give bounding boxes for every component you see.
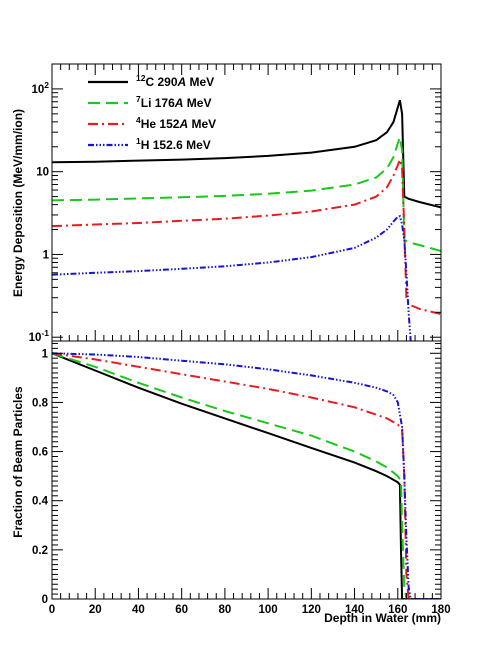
fraction-curve-7li-176a-mev	[52, 352, 441, 599]
energy-curve-12c-290a-mev	[52, 99, 441, 209]
beam-fraction-y-axis-title: Fraction of Beam Particles	[11, 386, 25, 538]
top-y-tick-label: 1	[43, 249, 50, 261]
x-tick-label: 80	[218, 604, 231, 616]
bottom-y-tick-label: 0.2	[32, 545, 48, 557]
x-tick-label: 0	[49, 604, 55, 616]
energy-curve-4he-152a-mev	[52, 156, 441, 316]
energy-curve-1h-152-6-mev	[52, 214, 412, 341]
legend-entry-12c-290a-mev: 12C 290A MeV	[136, 73, 214, 89]
x-tick-label: 120	[302, 604, 321, 616]
beam-fraction-panel: 0 0.2 0.4 0.6 0.8 1 0 20 40 60 80 100 120 140 160 180 F…	[11, 340, 451, 625]
energy-deposition-panel: 10-1 1 10 102 Energy Deposition (MeV/mm/ion…	[11, 63, 442, 344]
x-tick-label: 20	[89, 604, 102, 616]
energy-deposition-y-axis-title: Energy Deposition (MeV/mm/ion)	[11, 109, 25, 297]
top-y-tick-label: 10	[36, 167, 49, 179]
bottom-y-tick-label: 0.8	[32, 397, 49, 409]
x-tick-label: 100	[259, 604, 278, 616]
energy-deposition-plot-frame	[51, 63, 442, 342]
top-y-tick-label: 102	[31, 80, 49, 96]
fraction-curve-4he-152a-mev	[52, 352, 441, 599]
top-y-tick-label: 10-1	[29, 328, 50, 344]
x-tick-label: 60	[175, 604, 188, 616]
bottom-y-tick-label: 0	[42, 594, 48, 606]
bottom-y-tick-label: 1	[42, 348, 49, 360]
x-tick-label: 140	[345, 604, 364, 616]
legend-entry-1h-152-6-mev: 1H 152.6 MeV	[136, 136, 211, 152]
x-axis-title: Depth in Water (mm)	[324, 611, 441, 625]
legend: 12C 290A MeV 7Li 176A MeV 4He 152A MeV 1H 1…	[88, 73, 216, 152]
legend-entry-7li-176a-mev: 7Li 176A MeV	[136, 94, 211, 110]
legend-entry-4he-152a-mev: 4He 152A MeV	[136, 115, 216, 131]
beam-fraction-ticks: 0 0.2 0.4 0.6 0.8 1 0 20 40 60 80 100 120 140 160 180	[32, 342, 451, 616]
fraction-curve-1h-152-6-mev	[52, 352, 441, 599]
bottom-y-tick-label: 0.6	[32, 447, 48, 459]
x-tick-label: 180	[431, 604, 450, 616]
energy-deposition-ticks: 10-1 1 10 102	[29, 63, 442, 344]
beam-fraction-plot-frame	[51, 340, 442, 600]
x-tick-label: 160	[388, 604, 407, 616]
x-tick-label: 40	[132, 604, 145, 616]
bottom-y-tick-label: 0.4	[32, 496, 49, 508]
beam-fraction-curves	[52, 352, 441, 599]
energy-deposition-curves	[52, 99, 441, 341]
fraction-curve-12c-290a-mev	[52, 352, 441, 599]
